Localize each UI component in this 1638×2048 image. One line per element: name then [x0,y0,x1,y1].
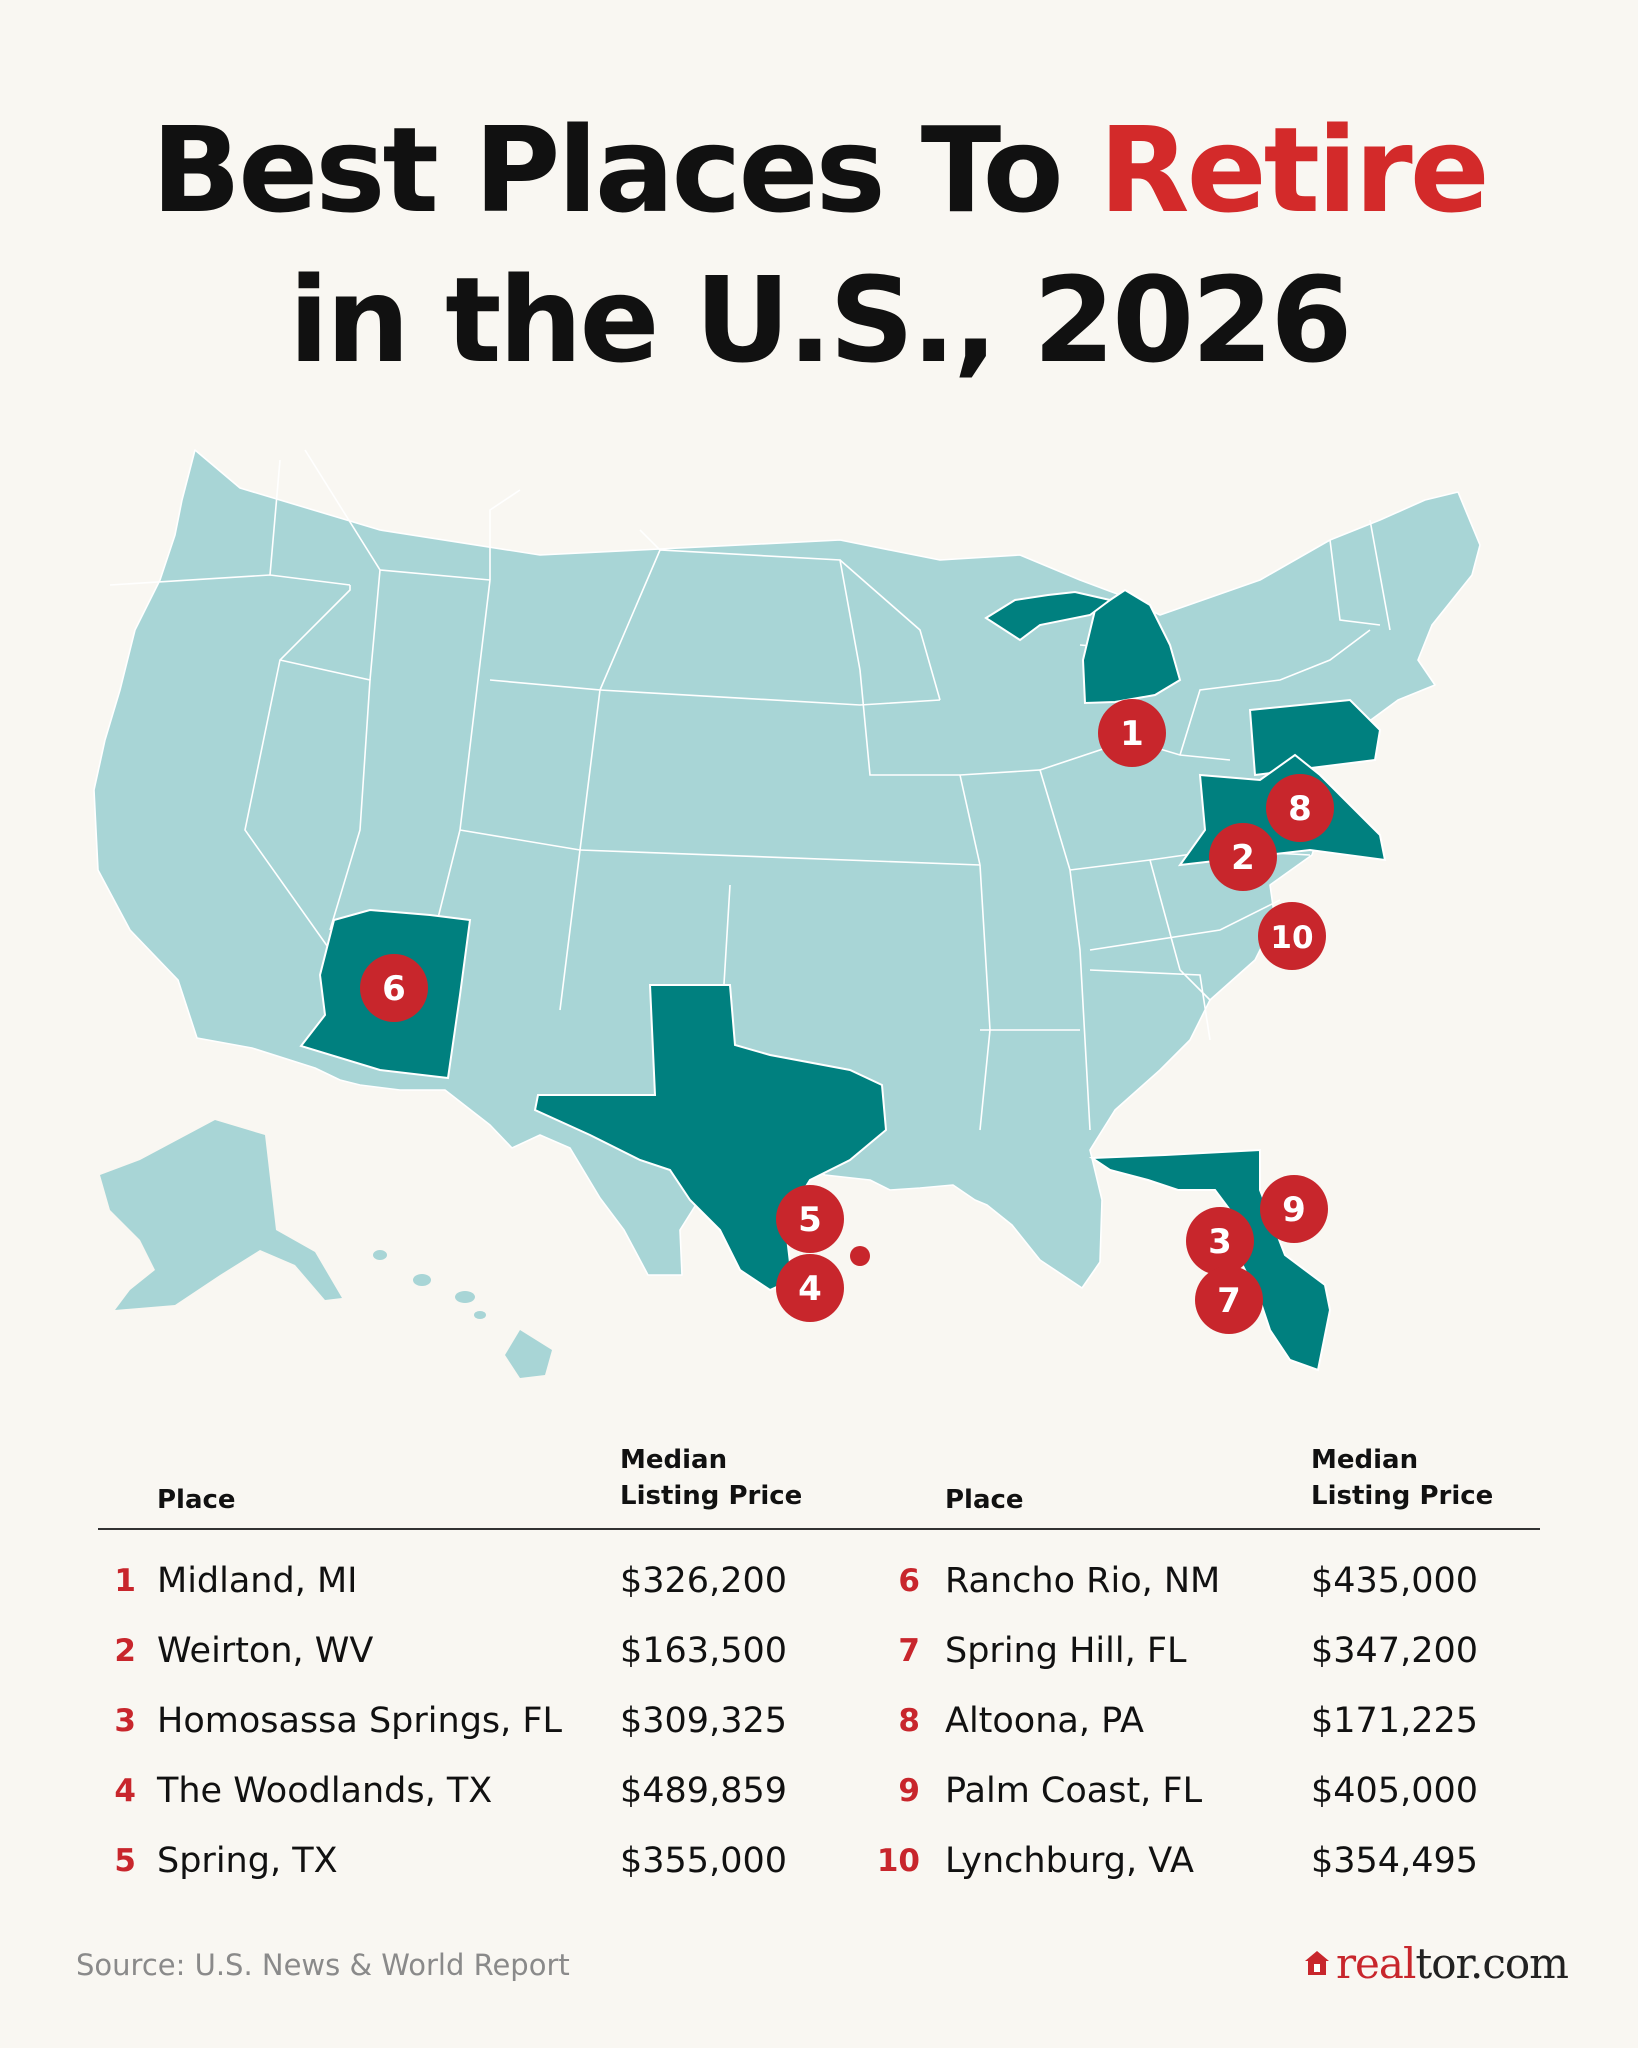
place-name: Rancho Rio, NM [945,1561,1221,1601]
realtor-logo: real tor.com [1304,1938,1569,1988]
rank-number: 1 [114,1563,136,1599]
rank-number: 9 [898,1773,920,1809]
alaska-hawaii [100,1120,552,1378]
marker-label-8: 8 [1288,789,1312,829]
place-name: Spring Hill, FL [945,1631,1187,1671]
table-divider [98,1528,1540,1530]
rank-number: 2 [114,1633,136,1669]
place-name: Palm Coast, FL [945,1771,1203,1811]
michigan-upper [984,590,1113,642]
median-price: $163,500 [620,1631,788,1671]
place-name: Homosassa Springs, FL [157,1701,563,1741]
rank-number: 6 [898,1563,920,1599]
rank-number: 4 [114,1773,136,1809]
marker-3: 3 [1186,1207,1254,1275]
rank-number: 3 [114,1703,136,1739]
place-name: Weirton, WV [157,1631,374,1671]
place-name: Spring, TX [157,1841,338,1881]
marker-label-2: 2 [1231,838,1255,878]
marker-label-6: 6 [382,969,406,1009]
median-price: $354,495 [1311,1841,1479,1881]
hawaii-island-3 [455,1291,475,1303]
marker-8: 8 [1266,774,1334,842]
place-name: The Woodlands, TX [157,1771,493,1811]
right-place-header: Place [945,1485,1024,1515]
median-price: $309,325 [620,1701,788,1741]
source-note: Source: U.S. News & World Report [76,1948,570,1982]
right-price-header-line1: Median [1311,1445,1419,1475]
rank-number: 10 [876,1843,920,1879]
logo-text-tor: tor.com [1415,1938,1569,1988]
right-price-header: Median Listing Price [1311,1442,1493,1514]
marker-label-1: 1 [1120,714,1144,754]
median-price: $405,000 [1311,1771,1479,1811]
marker-label-3: 3 [1208,1222,1232,1262]
place-name: Midland, MI [157,1561,358,1601]
marker-4: 4 [776,1254,844,1322]
place-name: Lynchburg, VA [945,1841,1194,1881]
pennsylvania [1248,698,1382,777]
title-plain: Best Places To [151,101,1099,239]
us-map: 1 8 2 10 6 9 5 3 4 7 [80,430,1481,1378]
marker-5: 5 [776,1185,844,1253]
left-place-header: Place [157,1485,236,1515]
left-price-header-line1: Median [620,1445,728,1475]
florida-panhandle [1088,1148,1332,1372]
rank-number: 7 [898,1633,920,1669]
left-price-header: Median Listing Price [620,1442,802,1514]
rank-markers: 1 8 2 10 6 9 5 3 4 7 [360,699,1334,1334]
rank-number: 8 [898,1703,920,1739]
marker-2: 2 [1209,823,1277,891]
rank-number: 5 [114,1843,136,1879]
median-price: $435,000 [1311,1561,1479,1601]
marker-1: 1 [1098,699,1166,767]
place-name: Altoona, PA [945,1701,1144,1741]
house-icon [1304,1951,1329,1975]
median-price: $171,225 [1311,1701,1479,1741]
marker-label-5: 5 [798,1200,822,1240]
texas [533,984,888,1292]
marker-label-10: 10 [1270,920,1313,956]
median-price: $326,200 [620,1561,788,1601]
title-accent: Retire [1098,101,1490,239]
marker-label-4: 4 [798,1269,822,1309]
marker-label-9: 9 [1282,1190,1306,1230]
marker-connector [850,1246,870,1266]
marker-10: 10 [1258,902,1326,970]
hawaii-island-4 [474,1311,486,1319]
marker-9: 9 [1260,1175,1328,1243]
hawaii-island-1 [373,1250,387,1260]
hawaii-big [505,1330,552,1378]
hawaii-island-2 [413,1274,431,1286]
marker-label-7: 7 [1217,1281,1241,1321]
median-price: $347,200 [1311,1631,1479,1671]
marker-7: 7 [1195,1266,1263,1334]
page-title-line-1: Best Places To Retire [0,95,1638,245]
left-price-header-line2: Listing Price [620,1481,803,1511]
median-price: $489,859 [620,1771,788,1811]
right-price-header-line2: Listing Price [1311,1481,1494,1511]
logo-text-real: real [1335,1938,1416,1988]
page-title-line-2: in the U.S., 2026 [288,251,1353,389]
alaska [100,1120,342,1310]
median-price: $355,000 [620,1841,788,1881]
marker-6: 6 [360,954,428,1022]
